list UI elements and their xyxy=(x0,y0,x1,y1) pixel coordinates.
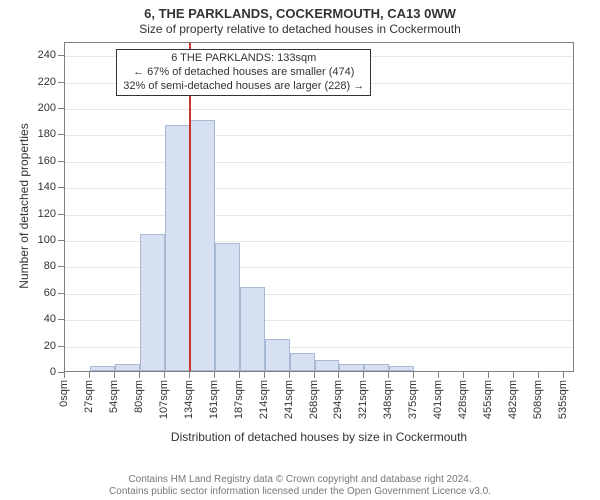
x-tick-label: 241sqm xyxy=(283,380,295,419)
y-tick-label: 200 xyxy=(38,102,56,114)
gridline xyxy=(65,215,573,216)
x-tick xyxy=(264,372,265,378)
y-tick xyxy=(58,293,64,294)
y-tick-label: 160 xyxy=(38,155,56,167)
footer-line-1: Contains HM Land Registry data © Crown c… xyxy=(0,474,600,486)
y-tick xyxy=(58,240,64,241)
histogram-bar xyxy=(190,120,215,371)
histogram-bar xyxy=(290,353,315,371)
footer-line-2: Contains public sector information licen… xyxy=(0,486,600,498)
x-tick xyxy=(538,372,539,378)
y-tick-label: 80 xyxy=(44,260,56,272)
histogram-bar xyxy=(315,360,340,371)
y-tick xyxy=(58,319,64,320)
annotation-box: 6 THE PARKLANDS: 133sqm← 67% of detached… xyxy=(116,49,371,96)
gridline xyxy=(65,109,573,110)
x-tick-label: 294sqm xyxy=(332,380,344,419)
y-tick xyxy=(58,161,64,162)
y-tick xyxy=(58,214,64,215)
y-tick-label: 120 xyxy=(38,208,56,220)
gridline xyxy=(65,188,573,189)
x-tick xyxy=(388,372,389,378)
annotation-line: 6 THE PARKLANDS: 133sqm xyxy=(123,52,364,66)
histogram-bar xyxy=(339,364,364,371)
y-tick-label: 40 xyxy=(44,313,56,325)
x-tick xyxy=(513,372,514,378)
y-tick xyxy=(58,346,64,347)
y-tick xyxy=(58,134,64,135)
chart-container: 6, THE PARKLANDS, COCKERMOUTH, CA13 0WW … xyxy=(0,0,600,500)
y-tick xyxy=(58,55,64,56)
gridline xyxy=(65,162,573,163)
x-tick xyxy=(89,372,90,378)
gridline xyxy=(65,135,573,136)
x-tick xyxy=(189,372,190,378)
histogram-bar xyxy=(389,366,414,371)
x-tick xyxy=(413,372,414,378)
x-tick xyxy=(463,372,464,378)
x-tick xyxy=(338,372,339,378)
x-tick-label: 535sqm xyxy=(557,380,569,419)
x-tick-label: 161sqm xyxy=(208,380,220,419)
histogram-bar xyxy=(115,364,140,371)
x-tick-label: 187sqm xyxy=(233,380,245,419)
y-tick-label: 60 xyxy=(44,287,56,299)
x-axis-label: Distribution of detached houses by size … xyxy=(64,430,574,444)
y-tick-label: 100 xyxy=(38,234,56,246)
histogram-bar xyxy=(364,364,389,371)
plot-area: 6 THE PARKLANDS: 133sqm← 67% of detached… xyxy=(64,42,574,372)
x-tick-label: 54sqm xyxy=(108,380,120,413)
y-tick-label: 220 xyxy=(38,76,56,88)
y-tick-label: 0 xyxy=(50,366,56,378)
x-tick xyxy=(139,372,140,378)
x-tick-label: 401sqm xyxy=(432,380,444,419)
y-tick xyxy=(58,82,64,83)
annotation-line: ← 67% of detached houses are smaller (47… xyxy=(123,66,364,80)
x-tick-label: 428sqm xyxy=(457,380,469,419)
histogram-bar xyxy=(140,234,165,371)
histogram-bar xyxy=(165,125,190,371)
x-tick-label: 348sqm xyxy=(382,380,394,419)
x-tick-label: 80sqm xyxy=(133,380,145,413)
y-tick-label: 180 xyxy=(38,128,56,140)
x-tick-label: 107sqm xyxy=(158,380,170,419)
histogram-bar xyxy=(240,287,265,371)
plot-wrap: 6 THE PARKLANDS: 133sqm← 67% of detached… xyxy=(64,42,574,372)
histogram-bar xyxy=(90,366,115,371)
x-tick xyxy=(488,372,489,378)
x-tick-label: 134sqm xyxy=(183,380,195,419)
footer: Contains HM Land Registry data © Crown c… xyxy=(0,474,600,498)
x-tick xyxy=(289,372,290,378)
y-tick-label: 240 xyxy=(38,49,56,61)
y-axis-label: Number of detached properties xyxy=(17,96,31,316)
x-tick xyxy=(239,372,240,378)
x-tick xyxy=(314,372,315,378)
y-tick xyxy=(58,266,64,267)
x-tick-label: 268sqm xyxy=(308,380,320,419)
x-tick-label: 27sqm xyxy=(83,380,95,413)
y-tick-label: 140 xyxy=(38,181,56,193)
x-tick xyxy=(164,372,165,378)
x-tick xyxy=(64,372,65,378)
annotation-line: 32% of semi-detached houses are larger (… xyxy=(123,80,364,94)
x-tick xyxy=(438,372,439,378)
x-tick-label: 482sqm xyxy=(507,380,519,419)
x-tick-label: 508sqm xyxy=(532,380,544,419)
x-tick xyxy=(363,372,364,378)
x-tick-label: 455sqm xyxy=(482,380,494,419)
y-tick xyxy=(58,187,64,188)
x-tick xyxy=(114,372,115,378)
chart-title: 6, THE PARKLANDS, COCKERMOUTH, CA13 0WW xyxy=(0,0,600,22)
y-tick xyxy=(58,108,64,109)
y-tick-label: 20 xyxy=(44,340,56,352)
histogram-bar xyxy=(215,243,240,371)
x-tick-label: 375sqm xyxy=(407,380,419,419)
x-tick xyxy=(214,372,215,378)
chart-subtitle: Size of property relative to detached ho… xyxy=(0,22,600,40)
x-tick-label: 214sqm xyxy=(258,380,270,419)
x-tick-label: 321sqm xyxy=(357,380,369,419)
histogram-bar xyxy=(265,339,290,371)
x-tick-label: 0sqm xyxy=(58,380,70,407)
x-tick xyxy=(563,372,564,378)
